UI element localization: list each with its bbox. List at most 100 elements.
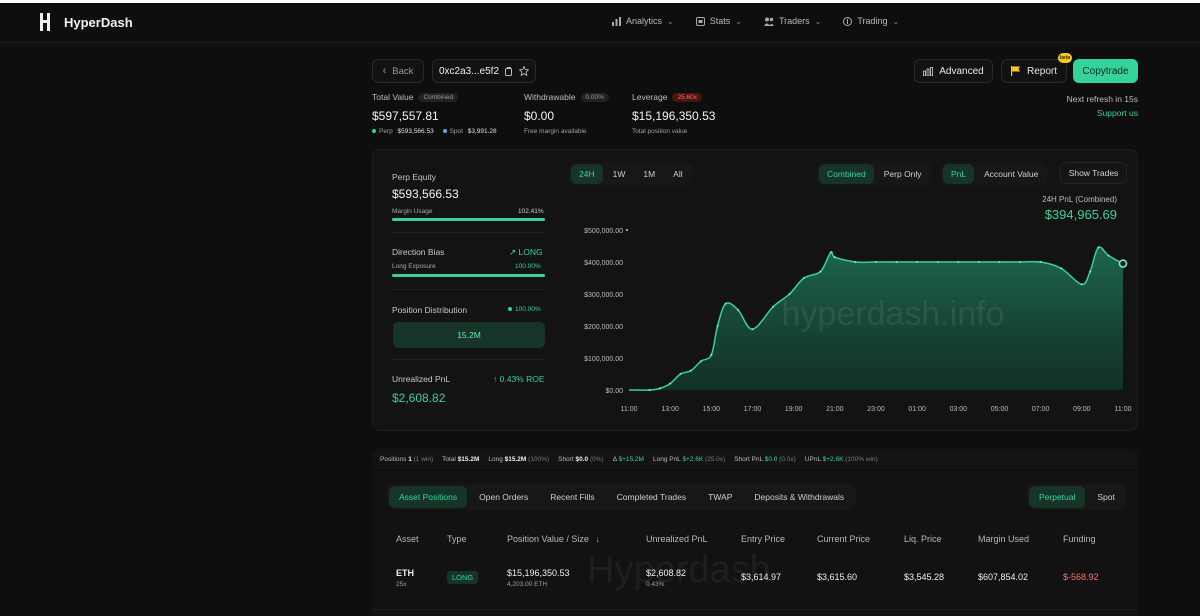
spot-dot <box>442 129 447 134</box>
long-exposure-bar-fill <box>392 274 545 277</box>
mode-perp-only[interactable]: Perp Only <box>883 169 922 179</box>
nav-trading-label: Trading <box>857 16 888 26</box>
show-trades-button[interactable]: Show Trades <box>1060 162 1127 184</box>
divider <box>392 232 545 233</box>
mode-combined[interactable]: Combined <box>819 164 874 184</box>
col-unrealized-pnl[interactable]: Unrealized PnL <box>646 534 708 544</box>
row-leverage: 25x <box>396 581 407 588</box>
y-tick-label: $100,000.00 <box>584 356 623 363</box>
app-window: HyperDash Analytics ⌄ Stats ⌄ Traders ⌄ … <box>0 3 1200 616</box>
summary-positions-count: 1 <box>408 455 412 463</box>
copy-icon[interactable] <box>505 66 513 76</box>
star-icon[interactable] <box>519 66 530 76</box>
distribution-bar[interactable]: 15.2M <box>393 322 545 348</box>
x-tick-label: 09:00 <box>1073 406 1091 413</box>
summary-total-label: Total <box>442 455 456 463</box>
range-1m[interactable]: 1M <box>643 169 656 179</box>
data-point <box>788 293 791 295</box>
x-tick-label: 19:00 <box>785 406 803 413</box>
nav-stats[interactable]: Stats ⌄ <box>695 16 742 26</box>
total-value: $597,557.81 <box>372 109 439 123</box>
col-position-value-label: Position Value / Size <box>507 534 589 544</box>
pnl-chart[interactable]: $500,000.00 $400,000.00 $300,000.00 $200,00… <box>373 150 1139 432</box>
summary-delta-value: $+15.2M <box>618 455 644 463</box>
tab-open-orders[interactable]: Open Orders <box>479 492 529 502</box>
data-point <box>802 277 805 279</box>
col-entry-price[interactable]: Entry Price <box>741 534 786 544</box>
chevron-down-icon: ⌄ <box>667 16 674 26</box>
tab-recent-fills[interactable]: Recent Fills <box>550 492 595 502</box>
data-point <box>829 251 832 254</box>
row-margin-used: $607,854.02 <box>978 572 1029 582</box>
col-type[interactable]: Type <box>447 534 467 544</box>
pnl-line <box>628 246 1124 391</box>
data-point <box>998 261 1001 263</box>
metric-account-value[interactable]: Account Value <box>984 169 1039 179</box>
stats-icon <box>695 16 705 26</box>
overview-card: Perp Equity $593,566.53 Margin Usage 102… <box>372 149 1138 431</box>
col-position-value[interactable]: Position Value / Size ↓ <box>507 534 600 544</box>
col-margin-used[interactable]: Margin Used <box>978 534 1030 544</box>
col-current-price[interactable]: Current Price <box>817 534 871 544</box>
y-tick-label: $400,000.00 <box>584 260 623 267</box>
range-24h[interactable]: 24H <box>571 164 603 184</box>
combined-tag: Combined <box>418 93 459 103</box>
summary-short-pct: (0%) <box>589 455 604 463</box>
row-size: 4,203.00 ETH <box>507 581 548 588</box>
nav-analytics[interactable]: Analytics ⌄ <box>612 16 674 26</box>
range-1w[interactable]: 1W <box>612 169 626 179</box>
address-chip[interactable]: 0xc2a3...e5f2 <box>432 59 536 83</box>
data-point <box>1080 283 1083 286</box>
bar-chart-icon <box>923 66 934 76</box>
data-point <box>833 256 836 259</box>
support-link[interactable]: Support us <box>1096 108 1138 118</box>
nav-trading[interactable]: Trading ⌄ <box>843 16 899 26</box>
tab-spot[interactable]: Spot <box>1097 492 1115 502</box>
y-tick-label: $300,000.00 <box>584 292 623 299</box>
tab-deposits-withdrawals[interactable]: Deposits & Withdrawals <box>754 492 845 502</box>
unrealized-pnl-value: $2,608.82 <box>392 391 446 405</box>
data-point <box>895 261 898 263</box>
tab-twap[interactable]: TWAP <box>708 492 733 502</box>
metric-pnl[interactable]: PnL <box>943 164 975 184</box>
row-asset[interactable]: ETH <box>396 568 414 578</box>
tab-perpetual[interactable]: Perpetual <box>1029 486 1086 508</box>
brand-name[interactable]: HyperDash <box>64 15 133 30</box>
position-distribution-label: Position Distribution <box>392 305 468 315</box>
margin-usage-label: Margin Usage <box>392 208 433 215</box>
summary-long-pnl-x: (25.0x) <box>704 455 726 463</box>
range-all[interactable]: All <box>673 169 683 179</box>
data-point <box>751 328 754 331</box>
col-asset[interactable]: Asset <box>396 534 419 544</box>
report-button[interactable]: Report <box>1001 59 1067 83</box>
row-entry-price: $3,614.97 <box>741 572 782 582</box>
back-button[interactable]: ‹ Back <box>372 59 424 83</box>
advanced-button[interactable]: Advanced <box>914 59 993 83</box>
nav-analytics-label: Analytics <box>626 16 663 26</box>
tab-asset-positions[interactable]: Asset Positions <box>389 486 468 508</box>
margin-usage-bar-fill <box>392 218 545 221</box>
perp-dot <box>372 129 376 134</box>
long-badge: LONG <box>447 571 479 584</box>
wallet-address: 0xc2a3...e5f2 <box>438 65 500 77</box>
col-liq-price[interactable]: Liq. Price <box>904 534 942 544</box>
hyperdash-logo-icon[interactable] <box>39 13 51 31</box>
position-distribution-pct: 100.00% <box>508 306 541 313</box>
nav-traders[interactable]: Traders ⌄ <box>763 16 821 26</box>
users-icon <box>763 17 774 26</box>
tab-completed-trades[interactable]: Completed Trades <box>616 492 687 502</box>
x-tick-label: 15:00 <box>703 406 721 413</box>
nav-menu: Analytics ⌄ Stats ⌄ Traders ⌄ Trading ⌄ <box>612 16 921 26</box>
nav-traders-label: Traders <box>778 16 810 26</box>
row-pnl-pct: 0.43% <box>646 581 665 588</box>
copytrade-button[interactable]: Copytrade <box>1073 59 1138 83</box>
withdrawable-label-text: Withdrawable <box>524 92 576 102</box>
summary-long-value: $15.2M <box>504 455 527 463</box>
y-tick-dot <box>626 229 628 231</box>
col-funding[interactable]: Funding <box>1063 534 1096 544</box>
summary-positions-label: Positions <box>380 455 407 463</box>
flag-icon <box>1010 66 1020 76</box>
distribution-pct-text: 100.00% <box>515 306 541 313</box>
data-point <box>1089 270 1092 273</box>
summary-long-pnl-label: Long PnL <box>652 455 681 463</box>
